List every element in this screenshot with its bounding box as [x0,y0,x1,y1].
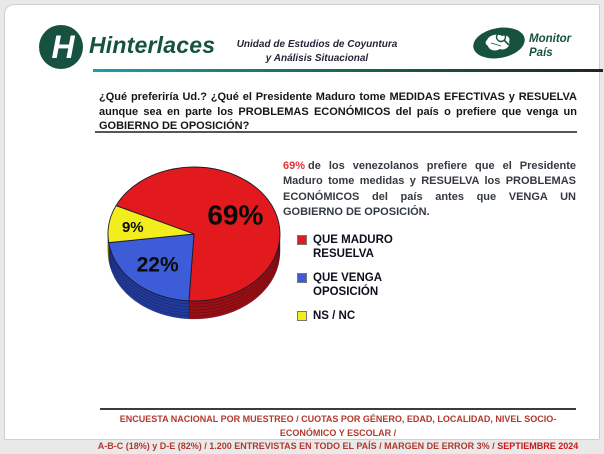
methodology-line2: A-B-C (18%) y D-E (82%) / 1.200 ENTREVIS… [93,440,583,454]
methodology-footer: ENCUESTA NACIONAL POR MUESTREO / CUOTAS … [93,413,583,454]
unit-subtitle-line1: Unidad de Estudios de Coyuntura [236,39,398,50]
survey-question: ¿Qué preferiría Ud.? ¿Qué el Presidente … [99,91,577,133]
legend-label: NS / NC [313,309,356,322]
svg-text:H: H [51,29,75,65]
monitor-pais-line1: Monitor [529,33,572,45]
footer-divider [100,408,576,410]
methodology-line1: ENCUESTA NACIONAL POR MUESTREO / CUOTAS … [119,414,557,438]
summary-paragraph: 69% de los venezolanos prefiere que el Pr… [283,159,576,221]
svg-text:22%: 22% [137,254,179,277]
unit-subtitle-line2: y Análisis Situacional [265,52,369,64]
hinterlaces-logo-icon: H [39,25,83,69]
unit-subtitle: Unidad de Estudios de Coyuntura y Anális… [227,38,407,65]
legend-label: QUE MADURO RESUELVA [313,234,393,261]
methodology-date: SEPTIEMBRE 2024 [497,441,579,451]
chart-legend: QUE MADURO RESUELVA QUE VENGA OPOSICIÓN … [297,233,457,332]
methodology-line2-text: A-B-C (18%) y D-E (82%) / 1.200 ENTREVIS… [97,441,498,451]
header-divider [93,69,603,72]
legend-swatch-yellow-icon [297,310,307,321]
brand-name: Hinterlaces [89,32,216,58]
legend-item-maduro: QUE MADURO RESUELVA [297,233,457,262]
question-divider [95,131,577,133]
svg-text:9%: 9% [122,219,144,236]
infographic-card: H Hinterlaces Unidad de Estudios de Coyu… [4,4,603,451]
summary-highlight-value: 69% [283,160,306,172]
legend-swatch-red-icon [297,235,307,245]
legend-item-oposicion: QUE VENGA OPOSICIÓN [297,271,457,300]
summary-text: de los venezolanos prefiere que el Presi… [283,160,576,219]
legend-swatch-blue-icon [297,272,307,283]
monitor-pais-logo-icon [473,27,525,59]
monitor-pais-name: Monitor País [529,32,571,61]
legend-item-nsnc: NS / NC [297,309,457,323]
monitor-pais-line2: País [529,47,553,60]
svg-text:69%: 69% [207,200,263,231]
legend-label: QUE VENGA OPOSICIÓN [313,271,382,299]
